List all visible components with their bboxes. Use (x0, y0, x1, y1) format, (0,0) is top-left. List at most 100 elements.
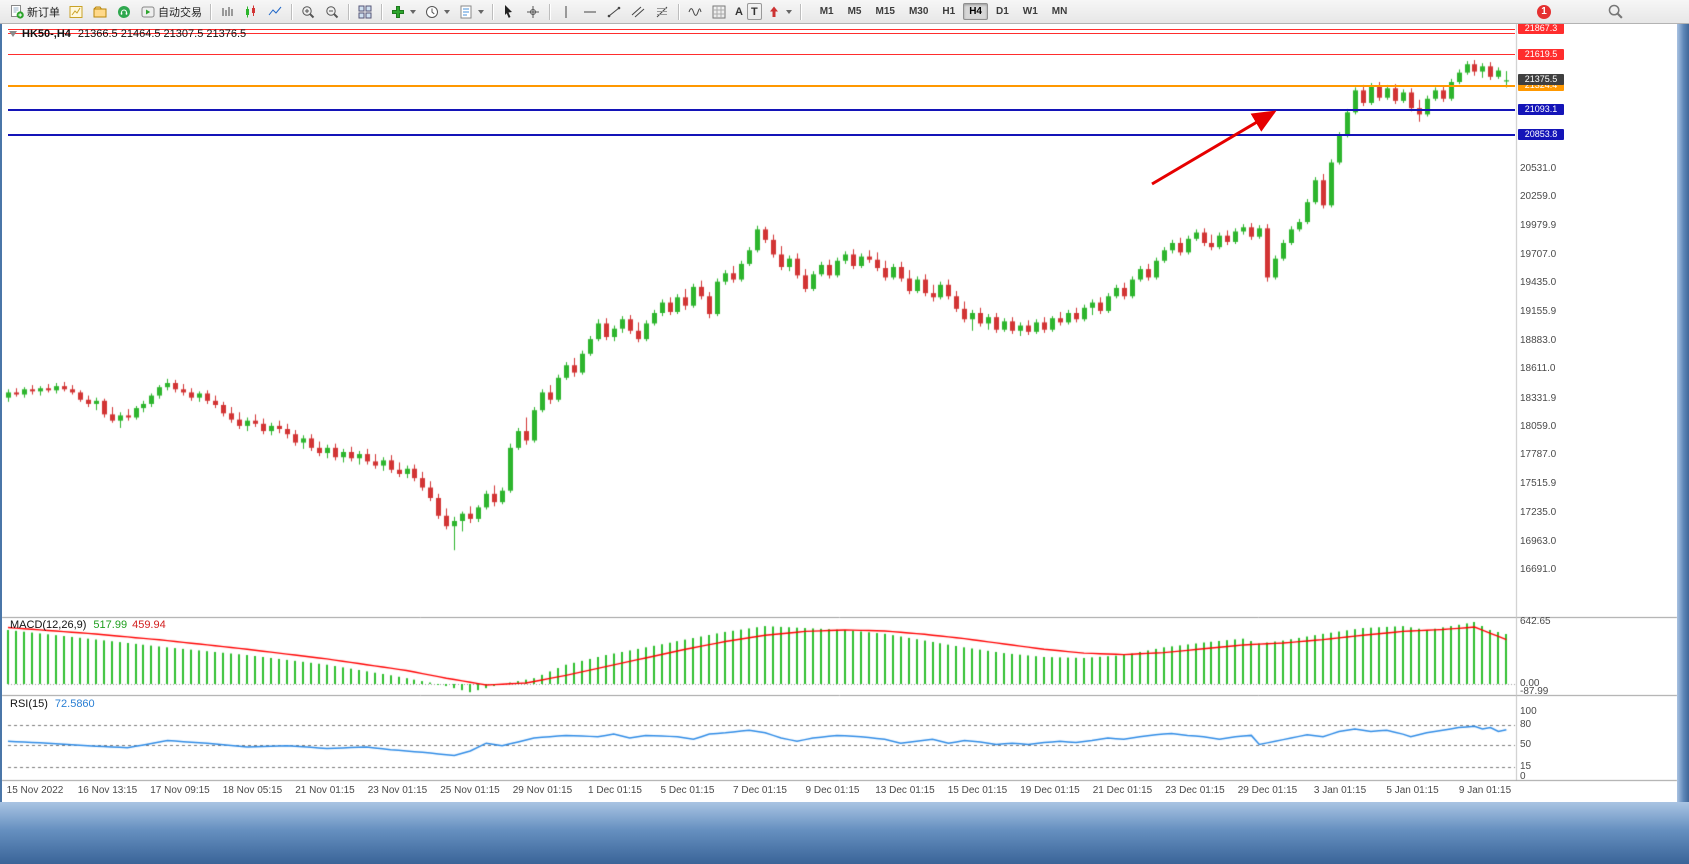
horizontal-line-tool-button[interactable] (578, 1, 602, 23)
timeframe-d1[interactable]: D1 (996, 6, 1009, 17)
macd-main-value: 517.99 (93, 619, 128, 631)
rsi-scale-label: 0 (1520, 771, 1526, 782)
rsi-title: RSI(15) 72.5860 (10, 698, 95, 710)
zoom-out-icon (326, 5, 339, 18)
rsi-scale-label: 50 (1520, 738, 1532, 750)
main-toolbar: 新订单 自动 (0, 0, 1689, 24)
window-frame-bottom (0, 802, 1689, 864)
timeframe-m1[interactable]: M1 (819, 6, 834, 17)
cursor-icon (505, 4, 512, 18)
toolbar-separator (678, 3, 679, 20)
timeframe-m5[interactable]: M5 (847, 6, 862, 17)
date-axis-label: 9 Dec 01:15 (805, 785, 860, 796)
zoom-in-button[interactable] (296, 1, 320, 23)
macd-title: MACD(12,26,9) 517.99 459.94 (10, 619, 166, 631)
date-axis-label: 15 Dec 01:15 (947, 785, 1008, 796)
notification-badge[interactable]: 1 (1537, 4, 1551, 19)
price-line-badge: 21867.3 (1518, 23, 1564, 34)
horizontal-line-icon (584, 11, 596, 12)
timeframe-m30[interactable]: M30 (908, 6, 929, 17)
macd-scale-label: 0.00 (1520, 678, 1540, 689)
price-axis-label: 18611.0 (1520, 363, 1556, 375)
new-order-button[interactable]: 新订单 (5, 1, 64, 23)
community-button[interactable] (112, 1, 136, 23)
community-icon (118, 5, 130, 18)
horizontal-line-21324.4[interactable] (8, 84, 1515, 87)
date-axis-label: 21 Dec 01:15 (1092, 785, 1153, 796)
date-axis-label: 29 Nov 01:15 (512, 785, 573, 796)
timeframe-m15[interactable]: M15 (875, 6, 895, 17)
text-label-tool-button[interactable]: T (746, 3, 762, 20)
horizontal-line[interactable] (8, 33, 1515, 35)
auto-trading-icon (141, 6, 155, 17)
date-axis-label: 21 Nov 01:15 (295, 785, 355, 796)
new-chart-icon (69, 5, 83, 18)
price-axis-label: 16691.0 (1520, 564, 1557, 575)
vertical-line-tool-button[interactable] (554, 1, 578, 23)
window-frame-right (1677, 24, 1689, 802)
chevron-down-icon (410, 9, 416, 14)
price-line-badge: 21619.5 (1518, 48, 1564, 60)
date-axis-label: 13 Dec 01:15 (875, 785, 935, 796)
timeframe-h4[interactable]: H4 (963, 3, 988, 20)
chevron-down-icon (785, 9, 792, 14)
horizontal-line-20853.8[interactable] (8, 133, 1515, 136)
fibonacci-icon (656, 6, 668, 17)
date-axis-label: 23 Nov 01:15 (367, 785, 428, 796)
auto-trading-button[interactable]: 自动交易 (136, 1, 206, 23)
chart-symbol-period: HK50-,H4 (22, 28, 71, 40)
crosshair-tool-button[interactable] (521, 1, 545, 23)
fibonacci-tool-button[interactable] (650, 1, 674, 23)
wave-tool-button[interactable] (683, 1, 707, 23)
text-tool-button[interactable]: A (731, 1, 747, 23)
new-chart-button[interactable] (64, 1, 88, 23)
price-line-badge: 20853.8 (1518, 128, 1564, 140)
grid-tool-button[interactable] (707, 1, 731, 23)
toolbar-separator (381, 3, 382, 20)
timeframe-h1[interactable]: H1 (942, 6, 956, 17)
periods-button[interactable] (420, 1, 454, 23)
line-chart-mode-button[interactable] (263, 1, 287, 23)
candlestick-icon (246, 5, 255, 17)
search-button[interactable] (1603, 1, 1628, 23)
indicators-button[interactable] (386, 1, 420, 23)
arrows-tool-button[interactable] (762, 1, 796, 23)
text-tool-icon: A (735, 5, 743, 18)
profiles-button[interactable] (88, 1, 112, 23)
toolbar-separator (549, 3, 550, 20)
wave-icon (688, 7, 702, 16)
date-axis-label: 29 Dec 01:15 (1237, 785, 1298, 796)
price-axis-label: 18059.0 (1520, 421, 1557, 433)
channel-tool-button[interactable] (626, 1, 650, 23)
rsi-scale-label: 100 (1520, 706, 1537, 717)
date-axis-label: 1 Dec 01:15 (588, 785, 642, 796)
trendline-tool-button[interactable] (602, 1, 626, 23)
templates-button[interactable] (454, 1, 488, 23)
toolbar-separator (210, 3, 211, 20)
zoom-out-button[interactable] (320, 1, 344, 23)
line-chart-icon (268, 6, 282, 15)
bar-chart-mode-button[interactable] (215, 1, 239, 23)
horizontal-line-21619.5[interactable] (8, 54, 1515, 56)
price-axis-label: 17787.0 (1520, 449, 1557, 461)
candlestick-mode-button[interactable] (239, 1, 263, 23)
horizontal-line-21867.3[interactable] (8, 28, 1515, 30)
timeframe-w1[interactable]: W1 (1022, 6, 1038, 17)
tile-windows-button[interactable] (353, 1, 377, 23)
new-order-label: 新订单 (27, 6, 60, 19)
indicators-add-icon (392, 5, 404, 18)
date-axis-label: 19 Dec 01:15 (1020, 785, 1080, 796)
macd-signal-value: 459.94 (132, 619, 166, 631)
horizontal-line-21093.1[interactable] (8, 108, 1515, 111)
toolbar-separator (492, 3, 493, 20)
date-axis-label: 15 Nov 2022 (6, 785, 64, 796)
chart-menu-caret[interactable] (9, 31, 17, 37)
price-axis-label: 18331.9 (1520, 392, 1557, 404)
cursor-tool-button[interactable] (497, 1, 521, 23)
price-axis-label: 19707.0 (1520, 248, 1557, 260)
date-axis-label: 7 Dec 01:15 (733, 785, 787, 796)
timeframe-mn[interactable]: MN (1051, 6, 1068, 17)
